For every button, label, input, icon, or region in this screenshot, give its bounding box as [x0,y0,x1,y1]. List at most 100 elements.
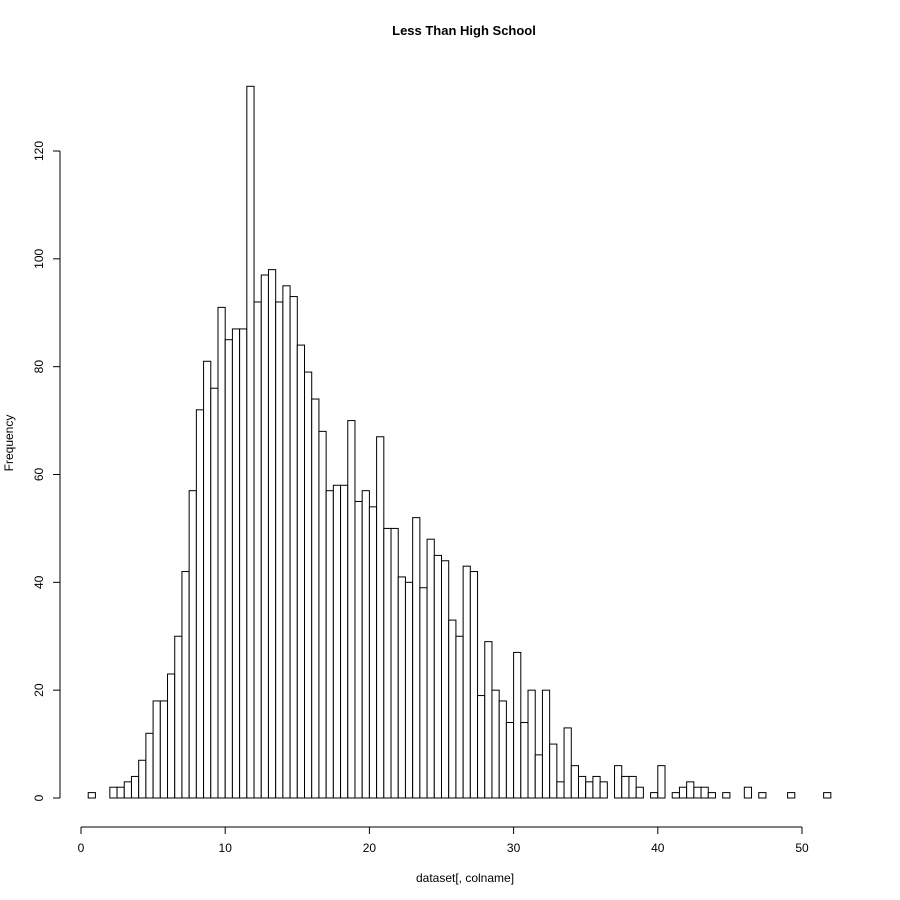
histogram-bar [592,775,601,799]
y-tick-label: 80 [32,360,46,374]
histogram-bar [585,781,594,799]
histogram-bar [167,673,176,799]
histogram-bar [599,781,608,799]
histogram-bar [123,781,132,799]
histogram-bar [296,344,306,799]
histogram-bar [340,484,349,799]
histogram-bar [152,700,161,799]
histogram-bar [556,781,565,799]
histogram-bar [332,484,342,799]
histogram-bar [354,500,363,799]
histogram-bar [707,792,716,799]
histogram-bar [368,506,378,799]
histogram-bar [195,409,205,799]
histogram-bar [231,328,241,799]
histogram-bar [614,765,623,799]
histogram-bar [246,85,255,799]
histogram-bar [678,786,688,799]
histogram-bar [433,554,443,799]
x-axis: 0 10 20 30 40 50 [78,826,809,855]
histogram-bar [441,560,450,799]
histogram-bar [174,635,183,799]
histogram-bar [217,306,226,799]
histogram-bar [671,792,680,799]
histogram-bar [275,301,284,799]
histogram-bar [477,695,486,799]
histogram-bar [621,775,630,799]
histogram-bar [325,490,334,799]
histogram-bar [260,274,269,799]
histogram-bar [491,689,500,799]
histogram-bar [87,792,96,799]
histogram-bar [210,387,219,799]
histogram-bar [700,786,709,799]
histogram-bar [513,651,522,799]
histogram-bar [743,786,753,799]
histogram-bar [404,581,414,799]
histogram-bar [505,722,515,799]
x-axis-label: dataset[, colname] [416,871,514,885]
histogram-bar [498,700,507,799]
histogram-bar [577,775,587,799]
histogram-bar [628,775,637,799]
chart-title: Less Than High School [392,23,536,38]
histogram-bar [541,689,551,799]
histogram-bar [181,571,190,799]
y-tick-label: 100 [32,249,46,269]
histogram-bar [787,792,796,799]
histogram-bar [549,743,558,799]
histogram-bar [484,641,493,799]
histogram-bar [635,786,644,799]
histogram-bar [138,759,147,799]
x-tick-label: 50 [795,841,809,855]
histogram-bar [282,285,291,799]
y-tick-label: 60 [32,468,46,482]
histogram-bar [318,430,327,799]
y-tick-label: 120 [32,141,46,161]
histogram-bar [304,371,313,799]
x-tick-label: 0 [78,841,85,855]
histogram-bar [462,565,471,799]
histogram-bar [289,296,298,799]
bars-group [87,85,832,799]
histogram-bar [520,722,529,799]
histogram-bar [390,527,399,799]
histogram-bar [109,786,118,799]
histogram-bar [145,732,154,799]
histogram-bar [397,576,406,799]
histogram-bar [159,700,169,799]
histogram-bar [412,517,421,799]
histogram-bar [563,727,572,799]
histogram-bar [534,754,543,799]
histogram-bar [130,775,140,799]
x-tick-label: 20 [363,841,377,855]
y-tick-label: 0 [32,794,46,801]
x-tick-label: 30 [507,841,521,855]
histogram-bar [426,538,435,799]
histogram-bar [686,781,695,799]
histogram-bar [203,360,212,799]
histogram-bar [693,786,702,799]
histogram-bar [253,301,262,799]
histogram-bar [455,635,464,799]
histogram-bar [650,792,659,799]
x-tick-label: 40 [651,841,665,855]
histogram-bar [311,398,320,799]
histogram-bar [758,792,767,799]
histogram-bar [448,619,457,799]
histogram-bar [188,490,197,799]
histogram-bar [361,490,370,799]
y-tick-label: 20 [32,683,46,697]
histogram-bar [722,792,731,799]
histogram-bar [527,689,536,799]
histogram-bar [823,792,832,799]
histogram-bar [657,765,666,799]
histogram-bar [347,420,356,799]
histogram-bar [383,527,392,799]
histogram-bar [267,269,277,799]
x-tick-label: 10 [219,841,233,855]
y-tick-label: 40 [32,575,46,589]
histogram-bar [570,765,579,799]
histogram-bar [224,339,233,799]
